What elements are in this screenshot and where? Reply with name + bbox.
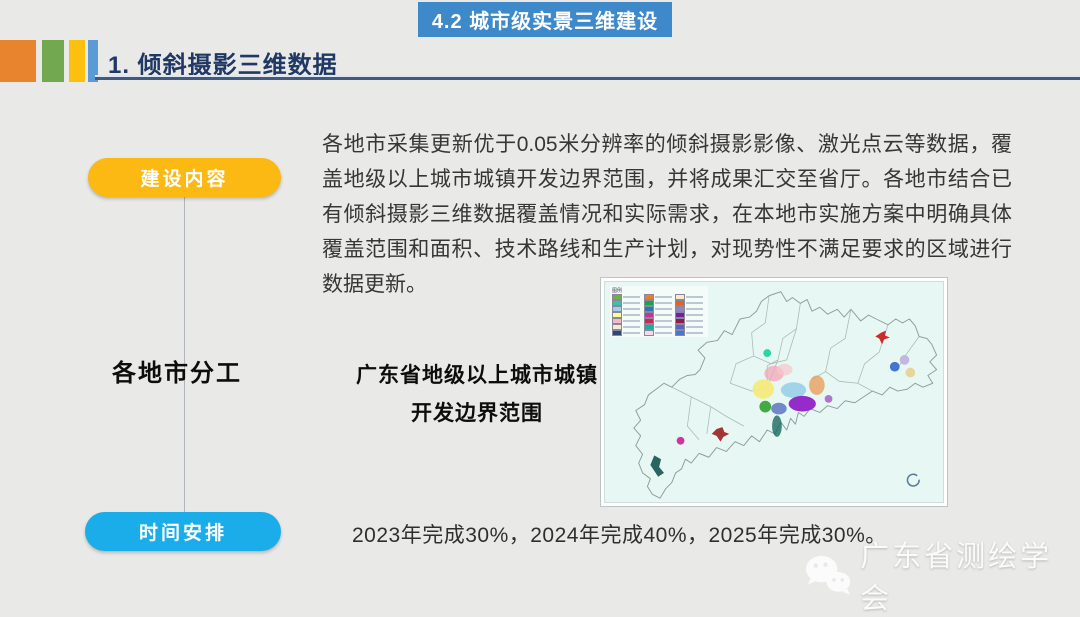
map-legend-swatches: [612, 293, 706, 336]
legend-swatch: [675, 317, 706, 324]
page-title: 1. 倾斜摄影三维数据: [108, 52, 338, 79]
map-caption-line1: 广东省地级以上城市城镇: [356, 364, 598, 387]
deco-square-yellow: [69, 40, 85, 82]
map-caption-line2: 开发边界范围: [411, 402, 543, 425]
map-canvas: 图例: [604, 281, 944, 503]
map-svg: [633, 291, 938, 499]
legend-swatch: [643, 311, 675, 318]
wechat-icon: [805, 555, 851, 595]
legend-swatch: [643, 305, 675, 312]
legend-swatch: [612, 323, 643, 330]
legend-swatch: [675, 293, 706, 300]
compass-icon: [906, 473, 920, 487]
legend-swatch: [643, 293, 675, 300]
legend-swatch: [612, 317, 643, 324]
map-legend: 图例: [610, 286, 708, 337]
legend-swatch: [643, 329, 675, 336]
body-paragraph: 各地市采集更新优于0.05米分辨率的倾斜摄影影像、激光点云等数据，覆盖地级以上城…: [322, 133, 1012, 296]
guangdong-map-figure: 图例: [600, 277, 948, 507]
map-caption: 广东省地级以上城市城镇 开发边界范围: [348, 357, 606, 433]
watermark-text: 广东省测绘学会: [860, 541, 1053, 615]
legend-swatch: [643, 323, 675, 330]
deco-square-green: [42, 40, 64, 82]
legend-swatch: [675, 329, 706, 336]
legend-swatch: [675, 299, 706, 306]
division-label: 各地市分工: [112, 360, 242, 387]
watermark: 广东省测绘学会: [803, 533, 1080, 617]
legend-swatch: [675, 323, 706, 330]
build-content-label: 建设内容: [88, 158, 281, 197]
legend-swatch: [612, 329, 643, 336]
connector-line: [184, 196, 185, 512]
legend-swatch: [675, 311, 706, 318]
legend-swatch: [675, 305, 706, 312]
map-legend-title: 图例: [612, 288, 623, 294]
slide-section-badge: 4.2 城市级实景三维建设: [418, 2, 672, 37]
title-underline: [95, 75, 1080, 80]
legend-swatch: [612, 299, 643, 306]
deco-square-orange: [0, 40, 36, 82]
legend-swatch: [612, 311, 643, 318]
time-schedule-label: 时间安排: [85, 512, 281, 551]
legend-swatch: [643, 299, 675, 306]
timeline-text: 2023年完成30%，2024年完成40%，2025年完成30%。: [352, 524, 887, 547]
legend-swatch: [612, 293, 643, 300]
deco-square-blue: [88, 40, 98, 82]
legend-swatch: [612, 305, 643, 312]
legend-swatch: [643, 317, 675, 324]
